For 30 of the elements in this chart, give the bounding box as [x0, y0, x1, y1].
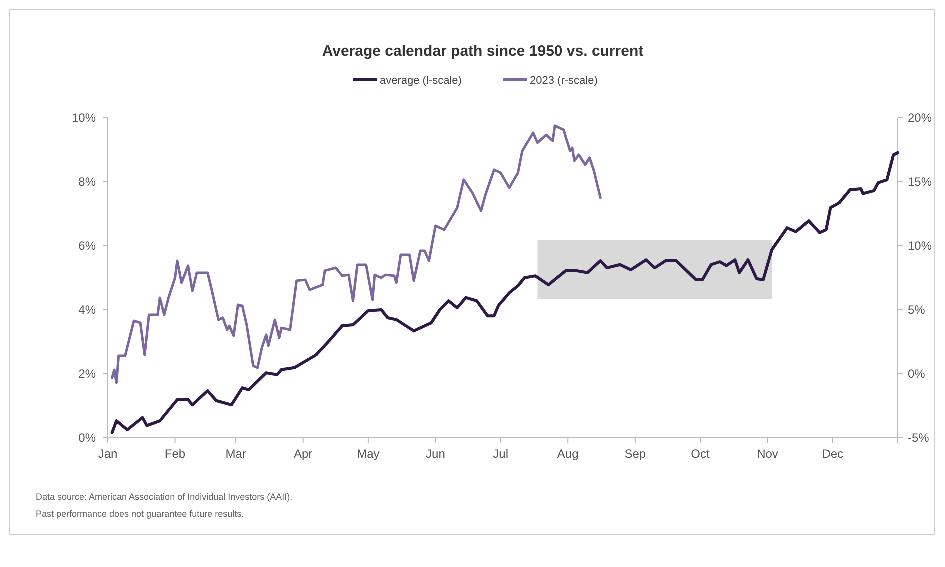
y2-tick-label: 20%: [908, 111, 932, 125]
y2-tick-label: -5%: [908, 431, 930, 445]
x-tick-label: May: [357, 447, 380, 461]
y2-tick-label: 0%: [908, 367, 926, 381]
x-tick-label: Aug: [557, 447, 579, 461]
line-series: [111, 124, 602, 384]
y-tick-label: 10%: [72, 111, 96, 125]
y-tick-label: 2%: [78, 367, 96, 381]
legend-label: 2023 (r-scale): [530, 75, 598, 87]
y-tick-label: 6%: [78, 239, 96, 253]
y2-tick-label: 5%: [908, 303, 926, 317]
text: Past performance does not guarantee future results.: [36, 509, 244, 519]
x-tick-label: Mar: [226, 447, 246, 461]
x-tick-label: Feb: [164, 447, 186, 461]
x-tick-label: Sep: [624, 447, 646, 461]
y2-tick-label: 15%: [908, 175, 932, 189]
chart-title: Average calendar path since 1950 vs. current: [322, 43, 644, 60]
y-tick-label: 0%: [78, 431, 96, 445]
x-tick-label: Jan: [98, 447, 118, 461]
x-tick-label: Dec: [822, 447, 844, 461]
y-tick-label: 4%: [78, 303, 96, 317]
y2-tick-label: 10%: [908, 239, 932, 253]
y-tick-label: 8%: [78, 175, 96, 189]
x-tick-label: Nov: [757, 447, 778, 461]
legend-label: average (l-scale): [380, 75, 462, 87]
x-tick-label: Jun: [426, 447, 446, 461]
source-note: Data source: American Association of Individual Investors (AAII).: [36, 492, 293, 502]
x-tick-label: Apr: [294, 447, 313, 461]
x-tick-label: Jul: [493, 447, 508, 461]
x-tick-label: Oct: [691, 447, 710, 461]
